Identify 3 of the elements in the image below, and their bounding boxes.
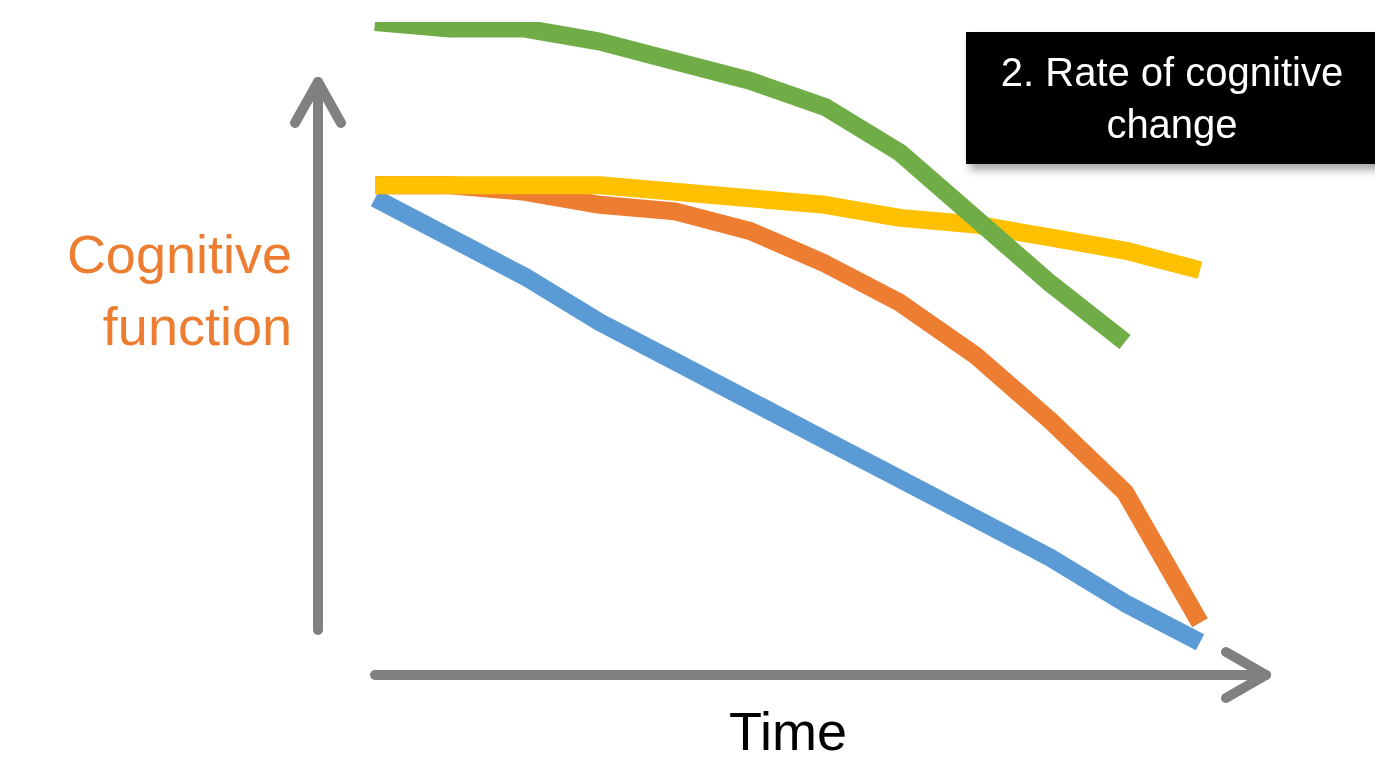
y-axis-title: Cognitive function (66, 223, 292, 358)
x-axis-title: Time (728, 700, 848, 759)
annotation: 2. Rate of cognitive change (966, 32, 1375, 164)
